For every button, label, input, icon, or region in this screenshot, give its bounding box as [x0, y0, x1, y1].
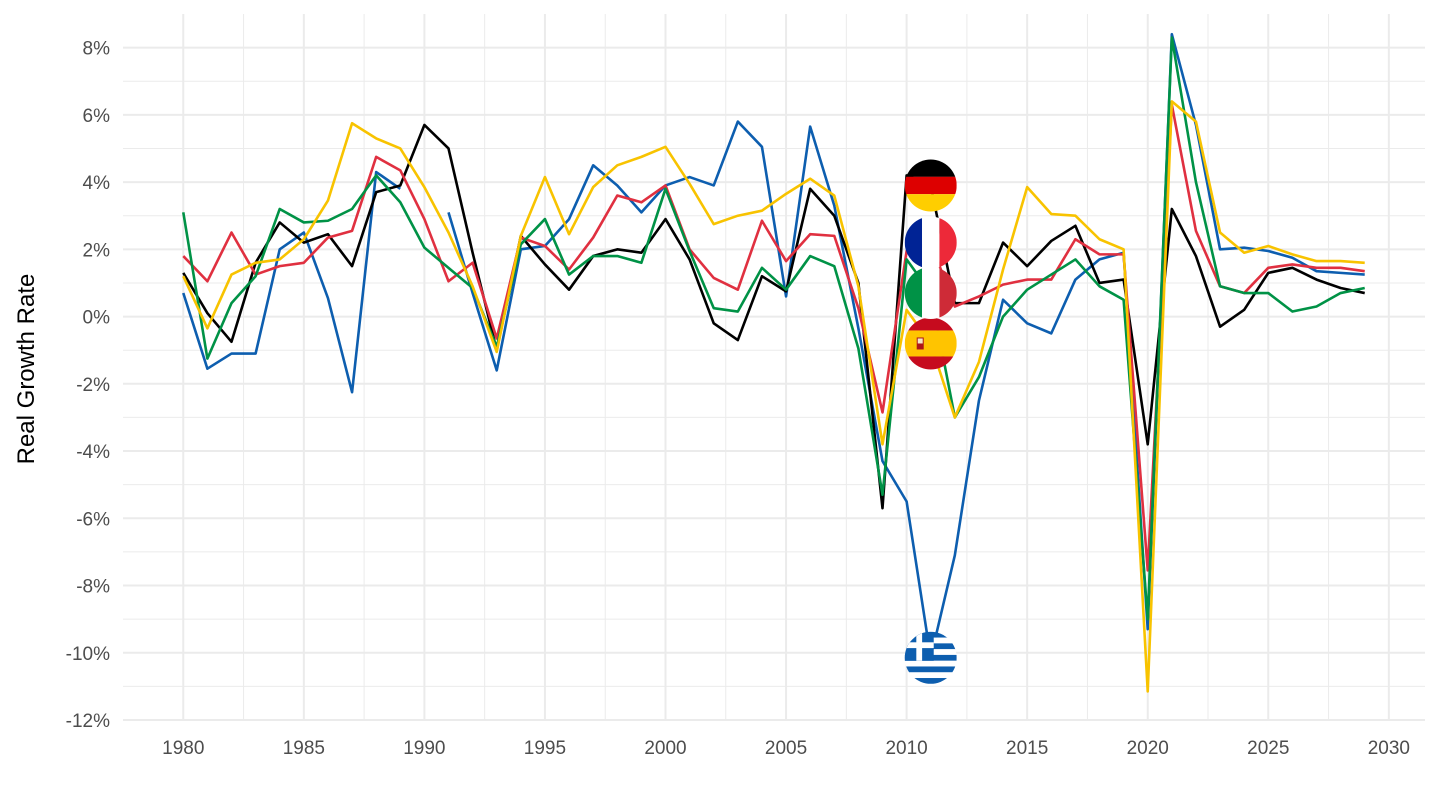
y-tick-label: -10% — [66, 644, 110, 665]
x-tick-label: 1985 — [283, 738, 325, 759]
y-tick-label: 0% — [83, 308, 111, 329]
x-tick-label: 1995 — [524, 738, 566, 759]
gridlines — [123, 14, 1425, 721]
series-line-italy — [181, 36, 1365, 621]
france-flag-icon — [904, 216, 957, 269]
italy-flag-icon — [904, 267, 957, 320]
country-flag-markers — [904, 159, 957, 684]
y-tick-label: -8% — [76, 577, 110, 598]
y-tick-label: -6% — [76, 509, 110, 530]
x-tick-label: 2020 — [1127, 738, 1169, 759]
y-axis-title: Real Growth Rate — [13, 274, 40, 465]
x-tick-label: 2000 — [644, 738, 686, 759]
y-tick-label: 4% — [83, 173, 111, 194]
x-tick-label: 2005 — [765, 738, 807, 759]
series-line-france — [182, 103, 1365, 572]
y-tick-label: -4% — [76, 442, 110, 463]
series-line-greece — [182, 32, 1365, 660]
y-tick-label: 8% — [83, 39, 111, 60]
y-tick-label: 2% — [83, 240, 111, 261]
x-tick-label: 2015 — [1006, 738, 1048, 759]
greece-flag-icon — [904, 631, 957, 684]
y-tick-labels: -12% -10% -8% -6% -4% -2% 0% 2% 4% 6% 8% — [66, 39, 110, 732]
x-tick-labels: 1980 1985 1990 1995 2000 2005 2010 2015 2020 2025… — [162, 738, 1410, 759]
x-tick-label: 2030 — [1368, 738, 1410, 759]
germany-flag-icon — [904, 159, 957, 212]
x-tick-label: 2010 — [885, 738, 927, 759]
y-tick-label: -12% — [66, 711, 110, 732]
x-tick-label: 1990 — [403, 738, 445, 759]
series-line-spain — [182, 100, 1365, 693]
spain-flag-icon — [904, 317, 957, 370]
series-line-germany — [182, 123, 1365, 510]
y-tick-label: 6% — [83, 106, 111, 127]
x-tick-label: 1980 — [162, 738, 204, 759]
y-tick-label: -2% — [76, 375, 110, 396]
series-lines — [181, 32, 1365, 693]
x-tick-label: 2025 — [1247, 738, 1289, 759]
